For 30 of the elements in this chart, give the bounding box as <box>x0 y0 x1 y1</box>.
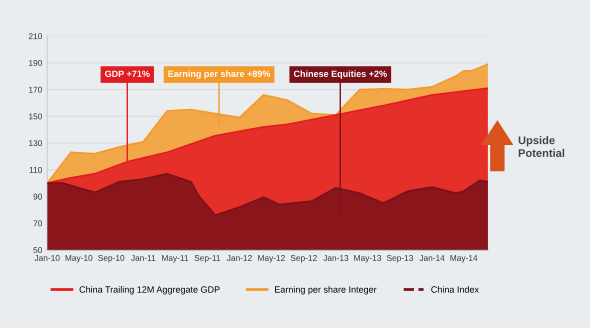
legend-label: China Index <box>431 286 479 293</box>
x-tick-label: Jan-13 <box>323 255 348 261</box>
y-tick-label: 90 <box>33 194 42 200</box>
y-tick-label: 70 <box>34 220 42 226</box>
x-tick-label: May-11 <box>162 255 188 263</box>
annotation: Chinese Equities +2% <box>294 70 387 79</box>
x-tick-label: May-14 <box>450 255 478 263</box>
x-tick-label: Jan-11 <box>131 255 156 261</box>
annotation: GDP +71% <box>105 70 150 77</box>
x-tick-label: Sep-13 <box>386 255 414 263</box>
legend-label: China Trailing 12M Aggregate GDP <box>80 286 220 294</box>
x-tick-label: May-13 <box>354 255 382 263</box>
y-tick-label: 110 <box>30 166 42 173</box>
x-tick-label: Jan-12 <box>226 255 252 261</box>
y-tick-label: 210 <box>28 33 42 40</box>
y-tick-label: 50 <box>33 247 42 254</box>
y-tick-label: 190 <box>29 60 42 66</box>
y-tick-label: 130 <box>29 140 42 146</box>
x-tick-label: Jan-14 <box>419 255 445 261</box>
legend-label: Earning per share Integer <box>275 286 376 294</box>
x-tick-label: May-12 <box>258 255 285 263</box>
annotation: Earning per share +89% <box>168 70 270 79</box>
x-tick-label: Sep-12 <box>290 255 317 263</box>
x-tick-label: Sep-11 <box>194 255 220 263</box>
y-tick-label: 170 <box>29 86 42 93</box>
x-tick-label: May-10 <box>66 255 92 263</box>
x-tick-label: Jan-10 <box>34 255 60 261</box>
text: Upside Potential <box>518 136 564 157</box>
x-tick-label: Sep-10 <box>98 255 124 263</box>
y-tick-label: 150 <box>29 113 42 120</box>
